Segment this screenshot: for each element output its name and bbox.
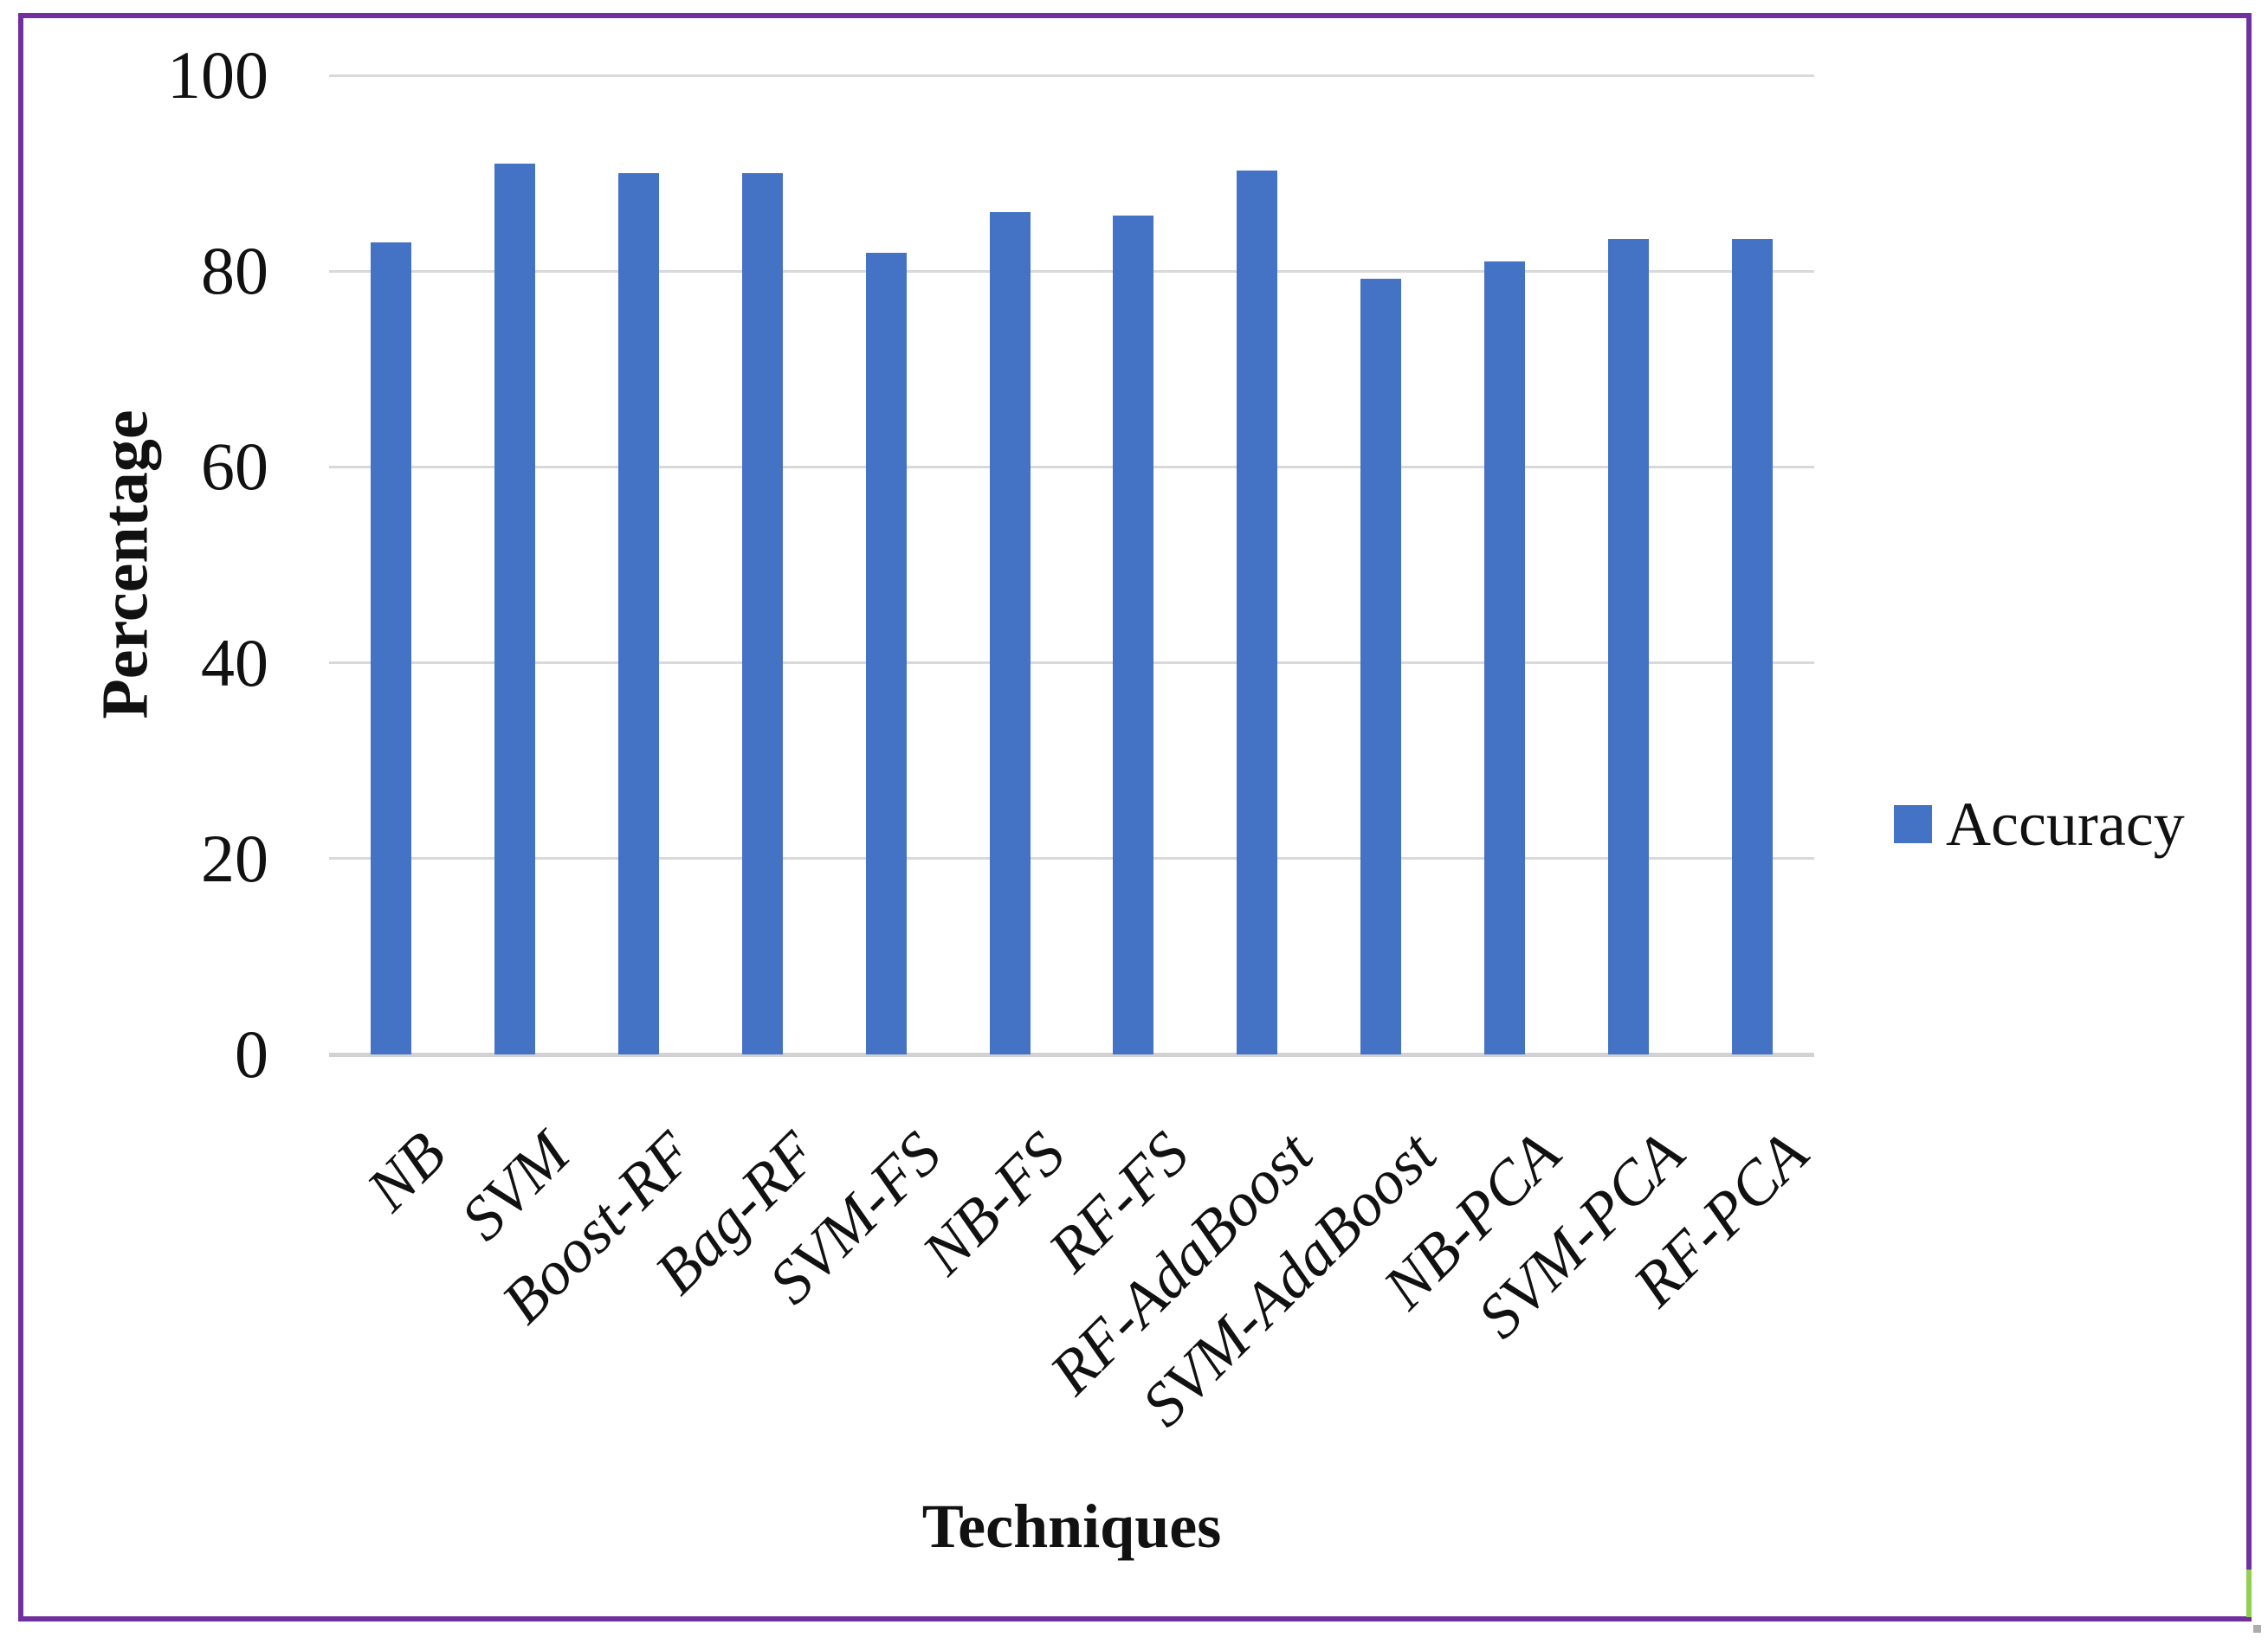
gridline	[329, 857, 1814, 861]
bar-SVM-FS	[865, 252, 907, 1054]
y-tick-label: 60	[201, 429, 268, 505]
y-axis-tick-labels: 0 20 40 60 80 100	[87, 37, 268, 1092]
border-accent-green	[2246, 1570, 2252, 1617]
bar-RF-AdaBoost	[1237, 170, 1278, 1054]
bar-SVM	[494, 163, 535, 1054]
bar-SVM-PCA	[1608, 238, 1650, 1054]
corner-dot	[2253, 1625, 2261, 1633]
chart-border-frame	[18, 13, 2252, 1621]
y-tick-label: 100	[167, 37, 268, 113]
legend-label: Accuracy	[1946, 790, 2185, 859]
y-tick-label: 80	[201, 233, 268, 309]
bar-Boost-RF	[617, 173, 659, 1054]
bar-Bag-RF	[741, 173, 783, 1054]
bar-RF-FS	[1113, 215, 1154, 1054]
bar-NB-PCA	[1484, 261, 1526, 1054]
y-tick-label: 0	[235, 1016, 268, 1092]
gridline	[329, 269, 1814, 273]
bar-RF-PCA	[1732, 238, 1774, 1054]
x-axis-title: Techniques	[921, 1492, 1222, 1561]
gridline	[329, 74, 1814, 77]
gridline	[329, 661, 1814, 665]
plot-area	[329, 74, 1814, 1057]
gridline	[329, 465, 1814, 468]
legend-color-swatch	[1894, 805, 1932, 843]
legend: Accuracy	[1894, 784, 2185, 864]
bar-NB	[370, 242, 411, 1054]
x-axis-line	[329, 1053, 1814, 1057]
y-tick-label: 20	[201, 820, 268, 896]
bar-NB-FS	[989, 212, 1031, 1054]
bar-SVM-AdaBoost	[1360, 279, 1402, 1054]
y-tick-label: 40	[201, 624, 268, 700]
